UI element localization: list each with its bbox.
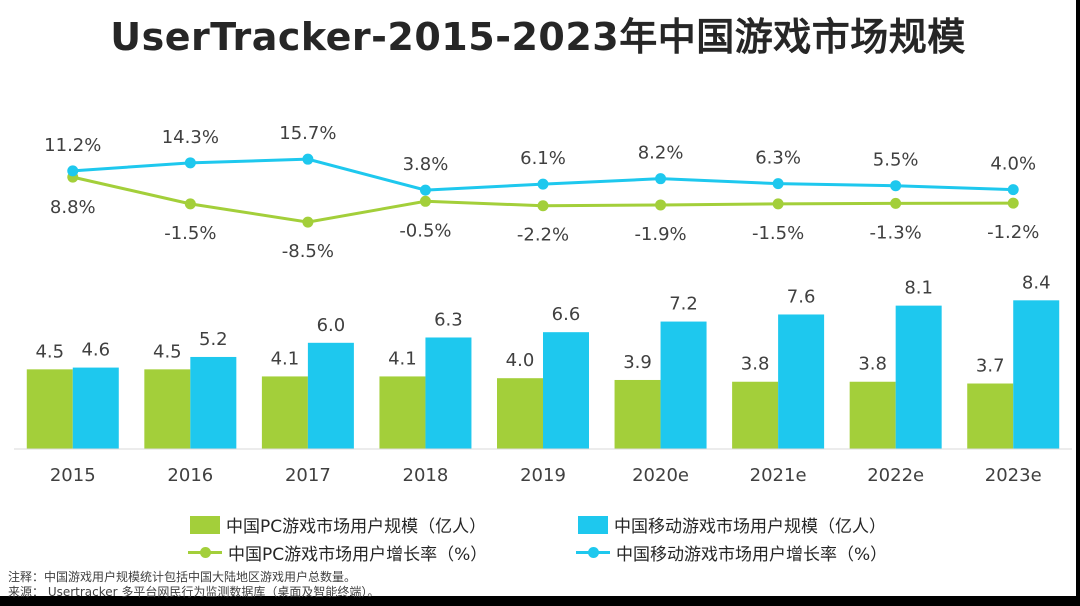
pc-bar-2018	[379, 376, 426, 449]
mobile-growth-point-2023e	[1007, 184, 1019, 196]
mobile-bar-label-2017: 6.0	[317, 315, 346, 336]
mobile-bar-2018	[425, 337, 472, 449]
legend-pc-line-label: 中国PC游戏市场用户增长率（%）	[228, 545, 488, 565]
pc-bar-label-2017: 4.1	[271, 348, 300, 369]
legend-mobile-line-marker	[576, 547, 610, 558]
combo-chart: 4.5 4.5 4.1 4.1 4.0 3.9 3.8 3.8 3.7 4.6 5.2 6.0 6.3 6…	[14, 123, 1072, 486]
footnote-source: 来源： Usertracker 多平台网民行为监测数据库（桌面及智能终端）。	[8, 585, 380, 599]
pc-growth-point-2019	[537, 200, 549, 212]
pc-growth-point-2018	[419, 195, 431, 207]
legend-pc-line-marker	[188, 547, 222, 558]
pc-growth-point-2016	[184, 198, 196, 210]
mobile-bar-label-2022e: 8.1	[904, 278, 933, 299]
pc-growth-point-2021e	[772, 198, 784, 210]
legend-mobile-bar-label: 中国移动游戏市场用户规模（亿人）	[614, 517, 886, 537]
pc-growth-point-2017	[302, 216, 314, 228]
pc-growth-point-2023e	[1007, 197, 1019, 209]
mobile-growth-point-2018	[419, 184, 431, 196]
pc-growth-label-2023e: -1.2%	[987, 222, 1039, 243]
mobile-growth-point-2017	[302, 153, 314, 165]
pc-bar-label-2023e: 3.7	[976, 356, 1005, 377]
mobile-bar-2023e	[1013, 300, 1060, 449]
pc-bar-2019	[497, 378, 543, 449]
mobile-bar-label-2021e: 7.6	[787, 286, 816, 307]
legend-pc-bar-swatch	[190, 515, 220, 534]
legend-pc-bar: 中国PC游戏市场用户规模（亿人）	[190, 512, 486, 537]
pc-growth-label-2015: 8.8%	[50, 197, 96, 218]
pc-bar-label-2018: 4.1	[388, 348, 417, 369]
legend-mobile-line-label: 中国移动游戏市场用户增长率（%）	[616, 545, 888, 565]
pc-bar-2021e	[732, 381, 779, 449]
x-tick-2018: 2018	[403, 465, 449, 486]
pc-growth-label-2017: -8.5%	[282, 241, 334, 262]
mobile-bar-label-2019: 6.6	[552, 304, 581, 325]
mobile-bar-2016	[190, 356, 237, 449]
pc-bar-2015	[26, 369, 73, 449]
mobile-bar-label-2018: 6.3	[434, 309, 463, 330]
pc-growth-label-2020e: -1.9%	[634, 224, 686, 245]
x-tick-2019: 2019	[520, 465, 566, 486]
mobile-growth-point-2015	[67, 165, 79, 177]
mobile-bar-2017	[307, 342, 354, 449]
x-tick-2016: 2016	[167, 465, 213, 486]
pc-bar-label-2015: 4.5	[35, 341, 64, 362]
mobile-growth-label-2016: 14.3%	[162, 127, 219, 148]
mobile-bar-label-2023e: 8.4	[1022, 272, 1051, 293]
pc-bar-label-2016: 4.5	[153, 341, 182, 362]
pc-growth-label-2016: -1.5%	[164, 223, 216, 244]
mobile-growth-point-2022e	[890, 180, 902, 192]
legend-mobile-line: 中国移动游戏市场用户增长率（%）	[576, 540, 887, 565]
legend-mobile-bar: 中国移动游戏市场用户规模（亿人）	[578, 512, 886, 537]
x-tick-2020e: 2020e	[632, 465, 689, 486]
mobile-bar-2022e	[895, 305, 942, 449]
mobile-growth-point-2021e	[772, 178, 784, 190]
mobile-bar-2021e	[778, 314, 825, 449]
mobile-growth-label-2021e: 6.3%	[755, 148, 801, 169]
x-tick-2015: 2015	[50, 465, 96, 486]
pc-bar-2023e	[967, 383, 1014, 449]
mobile-growth-label-2019: 6.1%	[520, 148, 566, 169]
pc-bar-2020e	[614, 379, 661, 449]
pc-bar-2016	[144, 369, 191, 449]
mobile-growth-label-2023e: 4.0%	[990, 154, 1036, 175]
mobile-bar-2020e	[660, 321, 707, 449]
pc-growth-point-2022e	[890, 197, 902, 209]
footnote-comment: 注释：中国游戏用户规模统计包括中国大陆地区游戏用户总数量。	[8, 570, 357, 584]
mobile-growth-point-2019	[537, 178, 549, 190]
mobile-growth-label-2022e: 5.5%	[873, 150, 919, 171]
pc-bar-label-2022e: 3.8	[858, 354, 887, 375]
pc-bar-label-2020e: 3.9	[623, 352, 652, 373]
x-tick-2022e: 2022e	[867, 465, 924, 486]
x-tick-2017: 2017	[285, 465, 331, 486]
x-tick-2023e: 2023e	[985, 465, 1042, 486]
pc-growth-label-2018: -0.5%	[399, 220, 451, 241]
mobile-growth-point-2020e	[655, 173, 667, 185]
mobile-bar-2015	[72, 367, 119, 449]
mobile-growth-label-2017: 15.7%	[279, 123, 336, 144]
pc-bar-label-2019: 4.0	[506, 350, 535, 371]
pc-growth-point-2020e	[655, 199, 667, 211]
mobile-bar-2019	[543, 332, 589, 449]
mobile-growth-label-2020e: 8.2%	[638, 143, 684, 164]
chart-title: UserTracker-2015-2023年中国游戏市场规模	[110, 15, 966, 59]
pc-growth-label-2022e: -1.3%	[870, 222, 922, 243]
pc-growth-label-2019: -2.2%	[517, 225, 569, 246]
mobile-bar-label-2020e: 7.2	[669, 294, 698, 315]
x-tick-2021e: 2021e	[750, 465, 807, 486]
legend-mobile-bar-swatch	[578, 515, 608, 534]
mobile-bar-label-2015: 4.6	[81, 340, 110, 361]
pc-bar-2022e	[849, 381, 896, 449]
mobile-growth-label-2015: 11.2%	[44, 135, 101, 156]
mobile-growth-point-2016	[184, 157, 196, 169]
pc-bar-label-2021e: 3.8	[741, 354, 770, 375]
mobile-bar-label-2016: 5.2	[199, 329, 228, 350]
pc-growth-label-2021e: -1.5%	[752, 223, 804, 244]
pc-bar-2017	[261, 376, 308, 449]
footnotes: 注释：中国游戏用户规模统计包括中国大陆地区游戏用户总数量。 来源： Usertr…	[8, 570, 379, 600]
legend-pc-line: 中国PC游戏市场用户增长率（%）	[188, 540, 487, 565]
legend-pc-bar-label: 中国PC游戏市场用户规模（亿人）	[226, 517, 487, 537]
mobile-growth-label-2018: 3.8%	[403, 154, 449, 175]
